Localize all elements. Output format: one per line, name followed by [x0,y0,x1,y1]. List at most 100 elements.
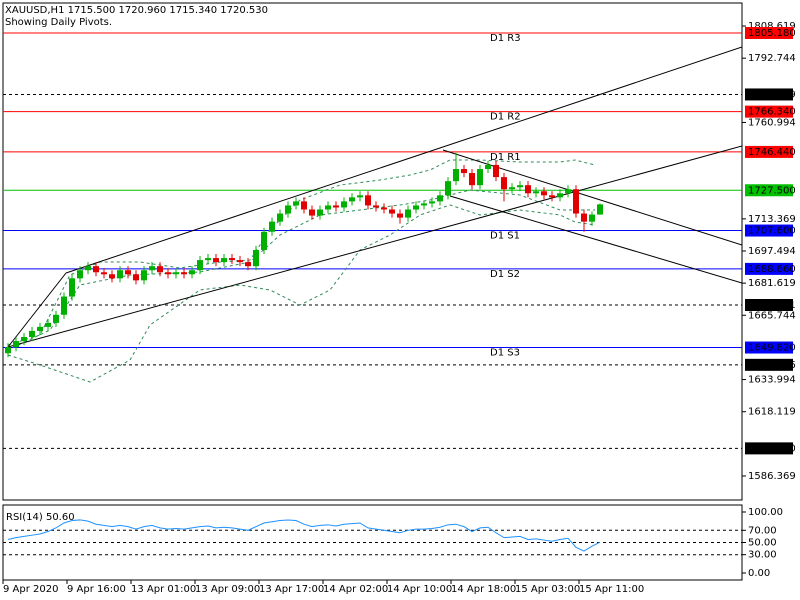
candle-body [269,221,275,232]
candle-body [61,296,67,315]
level-tag-label: 1641.266 [748,360,796,371]
candle-body [469,173,475,186]
rsi-y-tick-label: 100.00 [748,507,783,518]
candle-body [493,164,499,178]
candle-body [5,347,11,354]
candle-body [333,205,339,208]
level-tag-label: 1707.600 [748,226,796,237]
candle-body [13,341,19,348]
candle-body [77,270,83,279]
level-tag [745,442,793,455]
candle-body [189,270,195,275]
y-tick-label: 1808.619 [748,21,796,32]
candle-body [149,266,155,271]
rsi-y-tick-label: 70.00 [748,525,777,536]
rsi-y-tick-label: 30.00 [748,550,777,561]
level-tag [745,88,793,101]
candle-body [357,195,363,198]
candle-body [173,272,179,275]
bollinger-upper [7,159,596,346]
level-tag [745,184,793,197]
candle-body [165,272,171,275]
bollinger-lower [7,204,596,383]
candle-body [181,272,187,275]
candle-body [549,195,555,198]
candle-body [573,189,579,214]
x-tick-label: 9 Apr 16:00 [67,584,126,595]
rsi-panel [2,504,743,581]
candle-body [37,326,43,331]
level-tag [745,262,793,275]
candle-body [541,191,547,196]
rsi-line [7,519,601,552]
candle-body [261,231,267,250]
y-tick-label: 1760.994 [748,117,796,128]
y-tick-label: 1792.744 [748,53,796,64]
x-tick-label: 14 Apr 10:00 [387,584,452,595]
candle-body [293,201,299,206]
level-tag [745,341,793,354]
rsi-y-tick-label: 50.00 [748,538,777,549]
candle-body [517,185,523,188]
candle-body [85,266,91,271]
main-panel [2,2,743,501]
candle-body [477,169,483,186]
candle-body [589,214,595,222]
candle-body [437,195,443,202]
level-tag-label: 1746.440 [748,147,796,158]
x-tick-label: 13 Apr 09:00 [195,584,260,595]
level-tag [745,145,793,158]
candle-body [349,197,355,202]
candle-body [525,185,531,194]
y-tick-label: 1665.744 [748,310,796,321]
candle-body [301,201,307,210]
candle-body [253,249,259,267]
channel-upper [65,46,742,274]
candle-body [221,258,227,263]
level-tag [745,105,793,118]
x-tick-label: 14 Apr 02:00 [323,584,388,595]
candle-body [389,209,395,214]
down-channel-lower [449,195,742,284]
candle-body [317,209,323,216]
level-name: D1 R1 [490,152,521,163]
level-name: D1 R3 [490,33,521,44]
candle-body [413,205,419,210]
candle-body [157,266,163,273]
y-tick-label: 1633.994 [748,375,796,386]
candle-body [141,270,147,281]
candle-body [101,272,107,275]
candle-body [533,191,539,194]
candle-body [213,258,219,263]
level-tag-label: 1600.000 [748,443,796,454]
down-channel-upper [442,149,742,246]
candle-body [405,209,411,218]
x-tick-label: 14 Apr 18:00 [451,584,516,595]
level-name: D1 S1 [490,231,520,242]
level-tag-label: 1688.660 [748,264,796,275]
candle-body [277,213,283,222]
candle-body [53,314,59,323]
level-tag-label: 1805.180 [748,28,796,39]
candle-body [125,270,131,275]
rsi-y-tick-label: 0.00 [748,568,770,579]
candle-body [29,330,35,338]
candle-body [421,203,427,206]
channel-join [7,272,67,348]
level-name: D1 R2 [490,112,521,123]
level-name: D1 S3 [490,348,520,359]
level-tag-label: 1649.820 [748,343,796,354]
candle-body [597,204,603,215]
candle-body [365,195,371,206]
rsi-title: RSI(14) 50.60 [6,512,75,523]
candle-body [373,205,379,208]
symbol-header: XAUUSD,H1 1715.500 1720.960 1715.340 172… [5,5,268,16]
level-tag-label: 1727.500 [748,185,796,196]
candle-body [565,189,571,194]
level-tag [745,27,793,40]
x-tick-label: 15 Apr 11:00 [579,584,644,595]
candle-body [117,270,123,279]
level-tag-label: 1774.819 [748,89,796,100]
